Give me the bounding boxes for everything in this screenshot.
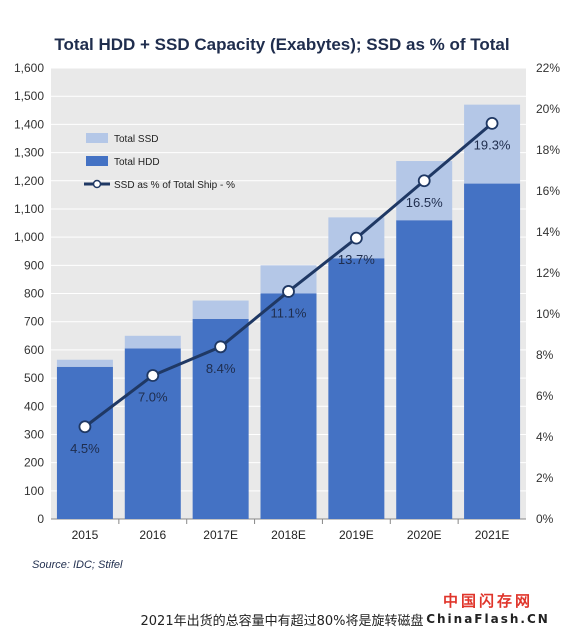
x-tick-label: 2019E	[339, 528, 374, 542]
x-tick-label: 2018E	[271, 528, 306, 542]
legend-swatch	[86, 133, 108, 143]
watermark-site: ChinaFlash.CN	[426, 612, 550, 626]
bar-hdd	[464, 183, 521, 519]
y2-tick-label: 2%	[536, 471, 554, 485]
ssd-percent-point	[485, 116, 499, 130]
data-label: 7.0%	[138, 390, 168, 405]
y-tick-label: 900	[24, 258, 44, 272]
x-tick-label: 2015	[72, 528, 99, 542]
bar-ssd	[396, 161, 453, 221]
y2-tick-label: 16%	[536, 184, 560, 198]
ssd-percent-point	[282, 285, 295, 298]
y-tick-label: 1,300	[14, 146, 44, 160]
chart-title: Total HDD + SSD Capacity (Exabytes); SSD…	[54, 35, 509, 54]
y-tick-label: 1,000	[14, 230, 44, 244]
y-tick-label: 1,200	[14, 174, 44, 188]
y2-tick-label: 0%	[536, 512, 554, 526]
data-label: 11.1%	[271, 305, 307, 320]
y-tick-label: 600	[24, 343, 44, 357]
y-tick-label: 1,100	[14, 202, 44, 216]
legend-label: Total HDD	[114, 157, 160, 168]
ssd-percent-point	[214, 340, 228, 354]
ssd-percent-point	[417, 174, 431, 188]
legend-marker	[92, 179, 102, 189]
data-label: 8.4%	[206, 361, 236, 376]
bar-hdd	[396, 220, 453, 519]
legend-label: Total SSD	[114, 134, 158, 145]
bar-hdd	[328, 258, 385, 519]
y2-tick-label: 8%	[536, 348, 554, 362]
ssd-percent-point	[146, 369, 160, 382]
source-note: Source: IDC; Stifel	[32, 559, 123, 571]
bar-ssd	[56, 359, 113, 367]
y-tick-label: 1,500	[14, 89, 44, 103]
ssd-percent-point	[349, 231, 363, 245]
y2-tick-label: 4%	[536, 430, 554, 444]
bar-ssd	[124, 335, 181, 349]
y-tick-label: 400	[24, 399, 44, 413]
x-tick-label: 2020E	[407, 528, 442, 542]
y-tick-label: 200	[24, 456, 44, 470]
plot-area: 0 100 200 300 400 500 600 700 800 900 1,000 1,100 1,…	[14, 61, 560, 542]
y2-tick-label: 6%	[536, 389, 554, 403]
y-tick-label: 700	[24, 315, 44, 329]
y-tick-label: 800	[24, 287, 44, 301]
y2-tick-label: 22%	[536, 61, 560, 75]
x-tick-label: 2021E	[475, 528, 510, 542]
y2-tick-label: 12%	[536, 266, 560, 280]
y-tick-label: 1,400	[14, 117, 44, 131]
bar-hdd	[260, 293, 317, 519]
watermark-brand: 中国闪存网	[442, 592, 533, 610]
data-label: 13.7%	[338, 252, 375, 267]
bar-ssd	[192, 300, 249, 319]
bar-hdd	[56, 366, 113, 519]
y-tick-label: 1,600	[14, 61, 44, 75]
legend: Total SSD Total HDD SSD as % of Total Ship…	[84, 133, 235, 191]
y-tick-label: 300	[24, 427, 44, 441]
y2-tick-label: 14%	[536, 225, 560, 239]
y-tick-label: 0	[37, 512, 44, 526]
y-tick-label: 500	[24, 371, 44, 385]
y-tick-label: 100	[24, 484, 44, 498]
y2-tick-label: 20%	[536, 102, 560, 116]
data-label: 16.5%	[406, 195, 443, 210]
legend-swatch	[86, 156, 108, 166]
x-tick-label: 2016	[139, 528, 166, 542]
data-label: 4.5%	[70, 441, 100, 456]
legend-label: SSD as % of Total Ship - %	[114, 180, 235, 191]
ssd-percent-point	[78, 420, 92, 434]
image-caption: 2021年出货的总容量中有超过80%将是旋转磁盘	[140, 614, 424, 629]
y2-tick-label: 10%	[536, 307, 560, 321]
x-tick-label: 2017E	[203, 528, 238, 542]
y2-tick-label: 18%	[536, 143, 560, 157]
data-label: 19.3%	[474, 137, 511, 152]
